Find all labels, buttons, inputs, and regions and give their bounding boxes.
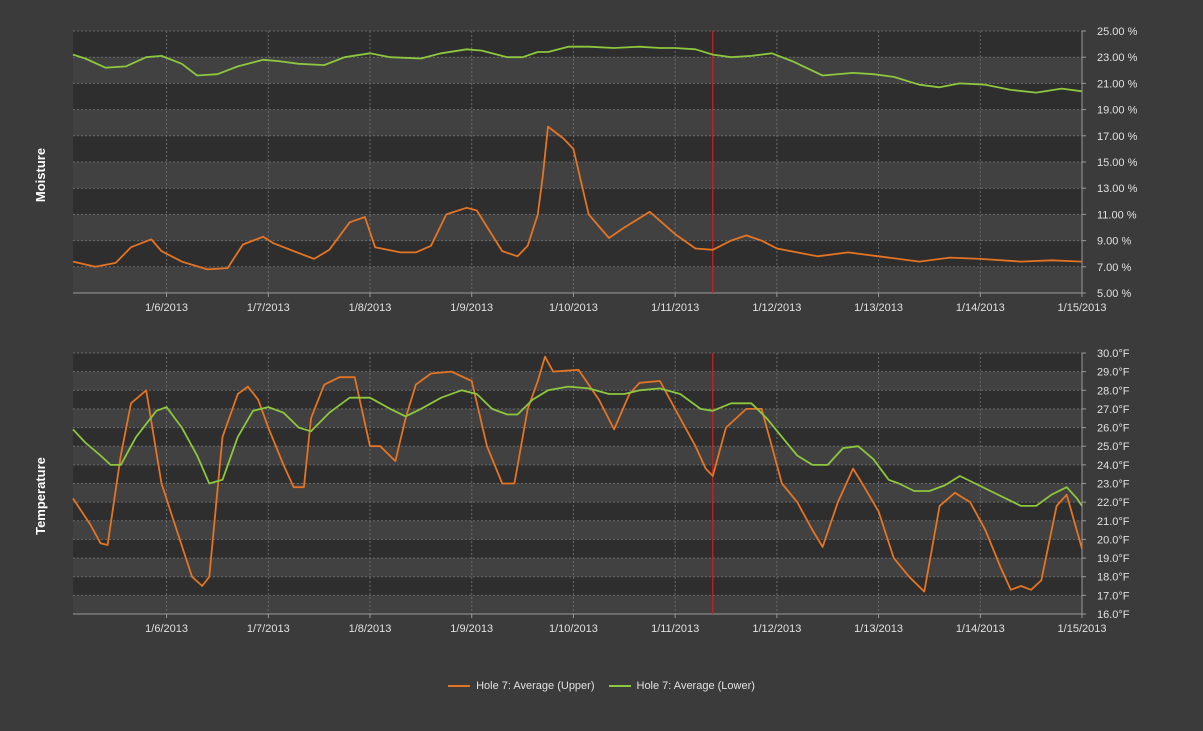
moisture-y-tick-label: 23.00 % [1097, 52, 1138, 64]
moisture-y-tick-label: 9.00 % [1097, 236, 1131, 248]
temperature-y-tick-label: 26.0°F [1097, 423, 1130, 435]
moisture-x-tick-label: 1/14/2013 [956, 302, 1005, 314]
moisture-x-tick-label: 1/7/2013 [247, 302, 290, 314]
moisture-y-tick-label: 25.00 % [1097, 26, 1138, 38]
moisture-x-tick-label: 1/6/2013 [145, 302, 188, 314]
temperature-x-tick-label: 1/14/2013 [956, 623, 1005, 635]
temperature-y-tick-label: 19.0°F [1097, 553, 1130, 565]
temperature-band [73, 408, 1082, 428]
moisture-band [73, 214, 1082, 241]
temperature-chart: 30.0°F 29.0°F 28.0°F 27.0°F 26.0°F 25.0°F 24.0… [33, 348, 1130, 635]
temperature-band [73, 595, 1082, 614]
temperature-x-tick-label: 1/7/2013 [247, 623, 290, 635]
temperature-band [73, 558, 1082, 577]
moisture-x-tick-label: 1/12/2013 [752, 302, 801, 314]
moisture-y-tick-label: 21.00 % [1097, 78, 1138, 90]
temperature-y-tick-label: 30.0°F [1097, 348, 1130, 360]
temperature-x-tick-label: 1/12/2013 [752, 623, 801, 635]
legend-swatch-lower [608, 685, 631, 687]
moisture-x-tick-label: 1/11/2013 [651, 302, 699, 314]
legend-label-upper: Hole 7: Average (Upper) [476, 680, 595, 692]
legend-label-lower: Hole 7: Average (Lower) [636, 680, 755, 692]
temperature-y-tick-label: 21.0°F [1097, 516, 1130, 528]
moisture-y-tick-label: 17.00 % [1097, 131, 1138, 143]
moisture-y-tick-label: 11.00 % [1097, 209, 1137, 221]
moisture-x-tick-label: 1/9/2013 [450, 302, 493, 314]
legend-swatch-upper [448, 685, 471, 687]
temperature-band [73, 483, 1082, 503]
temperature-y-tick-label: 16.0°F [1097, 609, 1130, 621]
temperature-x-tick-label: 1/10/2013 [549, 623, 598, 635]
moisture-band [73, 57, 1082, 84]
temperature-y-tick-label: 17.0°F [1097, 590, 1130, 602]
moisture-x-tick-label: 1/13/2013 [854, 302, 903, 314]
moisture-band [73, 109, 1082, 136]
temperature-x-tick-label: 1/8/2013 [349, 623, 392, 635]
temperature-series-upper [72, 355, 1083, 593]
temperature-y-tick-label: 29.0°F [1097, 367, 1130, 379]
moisture-y-tick-label: 5.00 % [1097, 288, 1131, 300]
temperature-y-tick-label: 18.0°F [1097, 572, 1130, 584]
moisture-y-tick-label: 7.00 % [1097, 262, 1131, 274]
moisture-axis-title: Moisture [33, 148, 48, 202]
legend-item-upper[interactable]: Hole 7: Average (Upper) [448, 680, 595, 692]
moisture-y-tick-label: 19.00 % [1097, 105, 1138, 117]
temperature-band [73, 446, 1082, 465]
moisture-x-tick-label: 1/8/2013 [349, 302, 392, 314]
temperature-x-tick-label: 1/6/2013 [145, 623, 188, 635]
legend-item-lower[interactable]: Hole 7: Average (Lower) [608, 680, 755, 692]
moisture-y-tick-label: 13.00 % [1097, 183, 1138, 195]
temperature-series-lower [72, 385, 1083, 507]
temperature-y-tick-label: 25.0°F [1097, 441, 1130, 453]
temperature-band [73, 371, 1082, 391]
temperature-y-tick-label: 27.0°F [1097, 404, 1130, 416]
moisture-series-upper [72, 125, 1083, 271]
temperature-x-tick-label: 1/9/2013 [450, 623, 493, 635]
moisture-chart: 25.00 % 23.00 % 21.00 % 19.00 % 17.00 % 15.00… [33, 26, 1138, 314]
moisture-series-lower [72, 45, 1083, 94]
moisture-y-tick-label: 15.00 % [1097, 157, 1138, 169]
temperature-band [73, 520, 1082, 540]
temperature-y-tick-label: 24.0°F [1097, 460, 1130, 472]
temperature-y-tick-label: 22.0°F [1097, 497, 1130, 509]
moisture-band [73, 266, 1082, 293]
temperature-x-tick-label: 1/15/2013 [1058, 623, 1107, 635]
moisture-x-tick-label: 1/10/2013 [549, 302, 598, 314]
legend: Hole 7: Average (Upper) Hole 7: Average … [0, 676, 1203, 696]
moisture-x-tick-label: 1/15/2013 [1058, 302, 1107, 314]
temperature-x-tick-label: 1/11/2013 [651, 623, 699, 635]
temperature-axis-title: Temperature [33, 457, 48, 535]
temperature-y-tick-label: 28.0°F [1097, 385, 1130, 397]
temperature-y-tick-label: 23.0°F [1097, 479, 1130, 491]
temperature-x-tick-label: 1/13/2013 [854, 623, 903, 635]
temperature-y-tick-label: 20.0°F [1097, 534, 1130, 546]
